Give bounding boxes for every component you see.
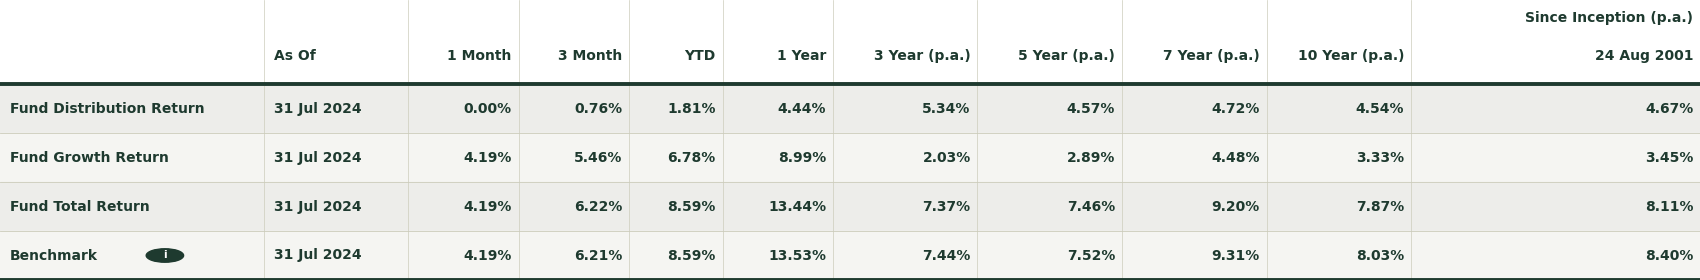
Text: 31 Jul 2024: 31 Jul 2024 [274, 102, 362, 116]
Text: 13.53%: 13.53% [768, 249, 826, 263]
Text: 4.19%: 4.19% [464, 200, 512, 214]
Text: 4.44%: 4.44% [777, 102, 826, 116]
Text: 3 Month: 3 Month [558, 49, 622, 63]
Bar [0, 84, 1700, 133]
Text: 7.44%: 7.44% [923, 249, 971, 263]
Text: 24 Aug 2001: 24 Aug 2001 [1595, 49, 1693, 63]
Text: 13.44%: 13.44% [768, 200, 826, 214]
Text: 3.45%: 3.45% [1646, 151, 1693, 165]
Text: 4.19%: 4.19% [464, 151, 512, 165]
Text: 7.46%: 7.46% [1068, 200, 1115, 214]
Text: 4.54%: 4.54% [1355, 102, 1404, 116]
Text: 3.33%: 3.33% [1357, 151, 1404, 165]
Text: 9.20%: 9.20% [1212, 200, 1260, 214]
Text: 8.99%: 8.99% [779, 151, 826, 165]
Text: 0.76%: 0.76% [575, 102, 622, 116]
Text: 9.31%: 9.31% [1212, 249, 1260, 263]
Text: 1.81%: 1.81% [666, 102, 716, 116]
Text: 6.78%: 6.78% [668, 151, 716, 165]
Text: 5.34%: 5.34% [923, 102, 971, 116]
Text: 5.46%: 5.46% [575, 151, 622, 165]
Text: Since Inception (p.a.): Since Inception (p.a.) [1525, 11, 1693, 25]
Bar [0, 133, 1700, 182]
Text: Fund Total Return: Fund Total Return [10, 200, 150, 214]
Text: 7.52%: 7.52% [1068, 249, 1115, 263]
Text: 31 Jul 2024: 31 Jul 2024 [274, 200, 362, 214]
Text: i: i [163, 251, 167, 260]
Text: Fund Growth Return: Fund Growth Return [10, 151, 168, 165]
Text: 4.72%: 4.72% [1212, 102, 1260, 116]
Text: As Of: As Of [274, 49, 316, 63]
Text: 8.03%: 8.03% [1357, 249, 1404, 263]
Text: 0.00%: 0.00% [464, 102, 512, 116]
Text: 4.67%: 4.67% [1646, 102, 1693, 116]
Text: Fund Distribution Return: Fund Distribution Return [10, 102, 204, 116]
Text: 7.87%: 7.87% [1357, 200, 1404, 214]
Text: 31 Jul 2024: 31 Jul 2024 [274, 249, 362, 263]
Text: 3 Year (p.a.): 3 Year (p.a.) [874, 49, 971, 63]
Text: 6.22%: 6.22% [575, 200, 622, 214]
Text: 7.37%: 7.37% [923, 200, 971, 214]
Text: 7 Year (p.a.): 7 Year (p.a.) [1163, 49, 1260, 63]
Text: 10 Year (p.a.): 10 Year (p.a.) [1297, 49, 1404, 63]
Text: 4.57%: 4.57% [1068, 102, 1115, 116]
Text: 5 Year (p.a.): 5 Year (p.a.) [1018, 49, 1115, 63]
Text: 8.59%: 8.59% [668, 200, 716, 214]
Text: 1 Month: 1 Month [447, 49, 512, 63]
Text: 31 Jul 2024: 31 Jul 2024 [274, 151, 362, 165]
Text: 2.03%: 2.03% [923, 151, 971, 165]
Text: 8.40%: 8.40% [1646, 249, 1693, 263]
Bar [0, 0, 1700, 84]
Ellipse shape [146, 249, 184, 262]
Text: 6.21%: 6.21% [575, 249, 622, 263]
Text: 8.59%: 8.59% [668, 249, 716, 263]
Text: Benchmark: Benchmark [10, 249, 99, 263]
Text: 4.48%: 4.48% [1210, 151, 1260, 165]
Text: 1 Year: 1 Year [777, 49, 826, 63]
Bar [0, 182, 1700, 231]
Text: 4.19%: 4.19% [464, 249, 512, 263]
Bar [0, 231, 1700, 280]
Text: YTD: YTD [685, 49, 716, 63]
Text: 2.89%: 2.89% [1068, 151, 1115, 165]
Text: 8.11%: 8.11% [1644, 200, 1693, 214]
